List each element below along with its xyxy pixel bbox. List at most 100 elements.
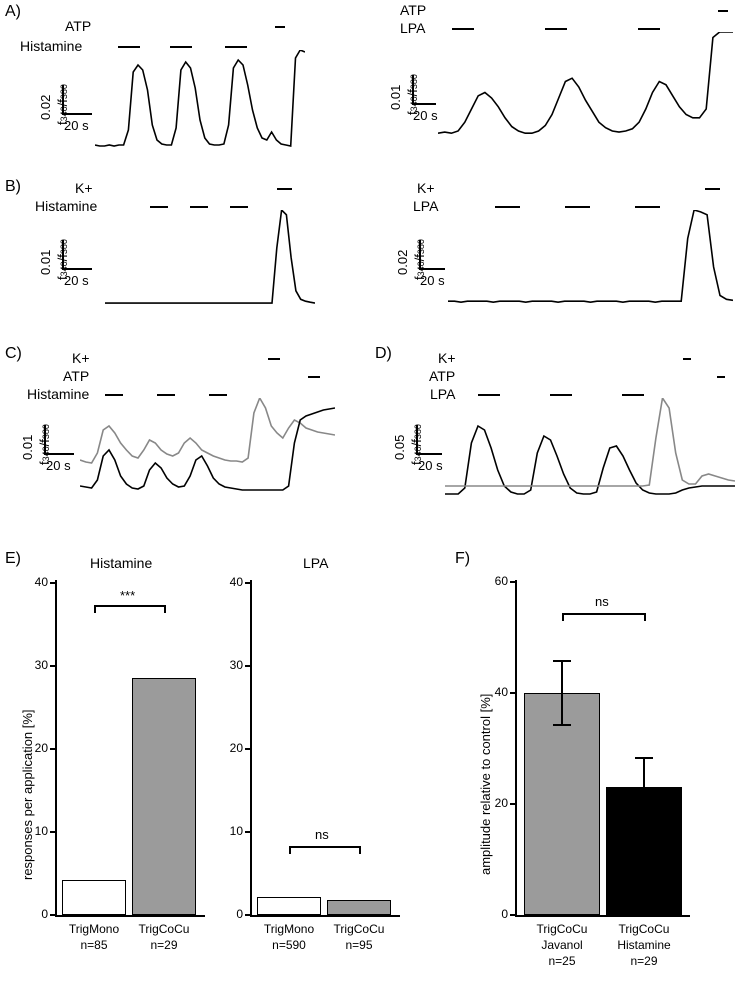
panel-b-right-lpa-bar-2 — [565, 206, 590, 208]
tick — [510, 803, 515, 805]
panel-a-left-yscale: 0.02 — [38, 95, 53, 120]
panel-d-xscale: 20 s — [418, 458, 443, 473]
panel-b-label: B) — [5, 178, 21, 196]
panel-b-left-hist-bar-1 — [150, 206, 168, 208]
tick — [245, 831, 250, 833]
tick-label: 10 — [25, 824, 48, 838]
tick-label: 10 — [220, 824, 243, 838]
panel-a-left-atp-bar — [275, 26, 285, 28]
tick — [245, 914, 250, 916]
panel-c-scalebar-v — [44, 425, 46, 453]
panel-b-right-xscale: 20 s — [420, 273, 445, 288]
sig-v — [164, 605, 166, 613]
panel-b-left-trace — [105, 210, 315, 305]
panel-e-right-n-2: n=95 — [323, 938, 395, 952]
tick-label: 40 — [220, 575, 243, 589]
panel-a-label: A) — [5, 3, 21, 21]
panel-b-right-stim-k: K+ — [417, 180, 435, 196]
panel-b-right-scalebar-v — [419, 240, 421, 268]
panel-d-k-bar — [683, 358, 691, 360]
panel-c-stim-k: K+ — [72, 350, 90, 366]
panel-d-yscale: 0.05 — [392, 435, 407, 460]
panel-a-left-stim-hist: Histamine — [20, 38, 82, 54]
panel-e-left-bar-1 — [62, 880, 126, 915]
panel-c-scalebar-h — [44, 453, 74, 455]
panel-f-yaxis — [515, 580, 517, 915]
panel-c-xscale: 20 s — [46, 458, 71, 473]
panel-d-trace-gray — [445, 398, 735, 498]
panel-a-left-hist-bar-2 — [170, 46, 192, 48]
panel-e-left-title: Histamine — [90, 555, 152, 571]
panel-e-right-bar-2 — [327, 900, 391, 915]
panel-d-label: D) — [375, 345, 392, 363]
panel-a-right-atp-bar — [718, 10, 728, 12]
panel-b-left-hist-bar-2 — [190, 206, 208, 208]
tick — [50, 914, 55, 916]
panel-d-atp-bar — [717, 376, 725, 378]
panel-e-right-title: LPA — [303, 555, 328, 571]
tick — [245, 582, 250, 584]
tick-label: 20 — [220, 741, 243, 755]
panel-b-left-stim-k: K+ — [75, 180, 93, 196]
panel-a-right-trace — [438, 32, 733, 142]
panel-c-hist-bar-2 — [157, 394, 175, 396]
tick — [510, 692, 515, 694]
panel-c-hist-bar-3 — [209, 394, 227, 396]
panel-b-right-lpa-bar-1 — [495, 206, 520, 208]
panel-b-left-k-bar — [277, 188, 292, 190]
panel-e-right-bar-1 — [257, 897, 321, 915]
panel-a-left-hist-bar-1 — [118, 46, 140, 48]
tick — [50, 665, 55, 667]
err-cap — [553, 660, 571, 662]
panel-b-left-xscale: 20 s — [64, 273, 89, 288]
panel-f-bar-1 — [524, 693, 600, 915]
tick-label: 20 — [485, 796, 508, 810]
sig-v — [359, 846, 361, 854]
sig-h — [562, 613, 644, 615]
tick-label: 40 — [485, 685, 508, 699]
panel-e-left-cat-2: TrigCoCu — [128, 922, 200, 936]
tick-label: 0 — [490, 907, 508, 921]
panel-f-cat-1b: Javanol — [520, 938, 604, 952]
tick — [245, 748, 250, 750]
panel-a-right-lpa-bar-3 — [638, 28, 660, 30]
panel-a-left-xscale: 20 s — [64, 118, 89, 133]
panel-b-right-yscale: 0.02 — [395, 250, 410, 275]
panel-f-cat-1a: TrigCoCu — [520, 922, 604, 936]
panel-d-lpa-bar-2 — [550, 394, 572, 396]
panel-a-right-yscale: 0.01 — [388, 85, 403, 110]
panel-f-n-2: n=29 — [602, 954, 686, 968]
tick-label: 30 — [220, 658, 243, 672]
panel-a-right-lpa-bar-1 — [452, 28, 474, 30]
panel-a-right-stim-lpa: LPA — [400, 20, 425, 36]
panel-e-right-yaxis — [250, 580, 252, 915]
tick-label: 30 — [25, 658, 48, 672]
panel-b-right-stim-lpa: LPA — [413, 198, 438, 214]
panel-c-trace-black — [80, 398, 335, 498]
panel-f-xaxis — [515, 915, 690, 917]
tick-label: 20 — [25, 741, 48, 755]
err-cap — [635, 757, 653, 759]
panel-e-left-n-1: n=85 — [58, 938, 130, 952]
tick — [510, 581, 515, 583]
panel-c-hist-bar-1 — [105, 394, 123, 396]
panel-d-stim-atp: ATP — [429, 368, 455, 384]
err-cap — [553, 724, 571, 726]
panel-d-stim-k: K+ — [438, 350, 456, 366]
panel-b-right-trace — [448, 210, 733, 305]
panel-a-left-hist-bar-3 — [225, 46, 247, 48]
panel-d-lpa-bar-3 — [622, 394, 644, 396]
panel-c-yscale: 0.01 — [20, 435, 35, 460]
panel-f-label: F) — [455, 550, 470, 568]
panel-c-atp-bar — [308, 376, 320, 378]
panel-a-left-scalebar-v — [62, 85, 64, 113]
panel-e-right-cat-1: TrigMono — [253, 922, 325, 936]
panel-d-scalebar-h — [416, 453, 442, 455]
panel-f-sig: ns — [595, 594, 609, 609]
sig-v — [644, 613, 646, 621]
panel-a-left-stim-atp: ATP — [65, 18, 91, 34]
panel-e-left-sig: *** — [120, 588, 135, 603]
panel-f-cat-2a: TrigCoCu — [602, 922, 686, 936]
err-stem — [643, 757, 645, 817]
panel-e-right-xaxis — [250, 915, 400, 917]
